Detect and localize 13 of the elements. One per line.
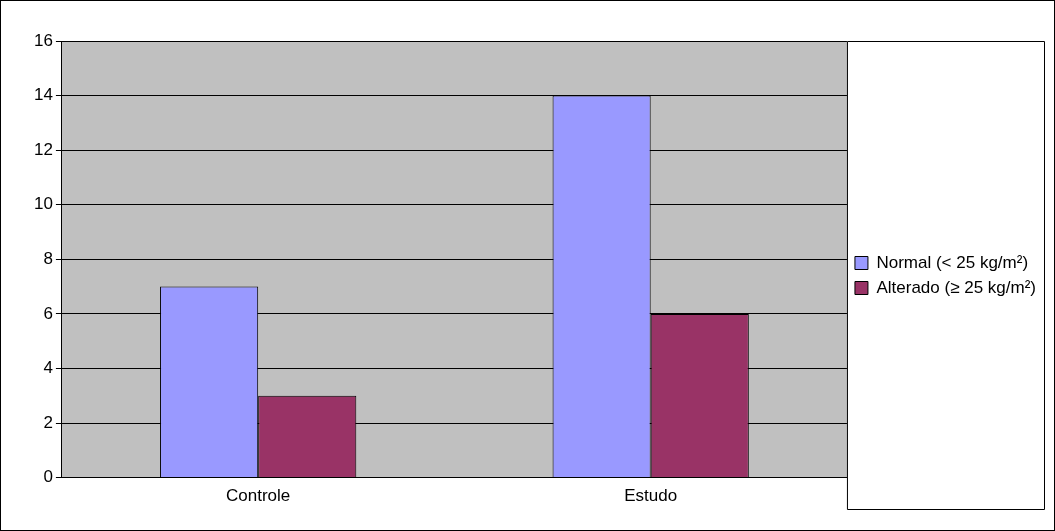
y-tick-label: 4 (43, 358, 53, 378)
x-tick-label: Controle (226, 486, 291, 506)
y-tick-label: 14 (33, 85, 53, 105)
y-tick-label: 10 (33, 194, 53, 214)
y-tick-label: 0 (43, 467, 53, 487)
y-tick-label: 2 (43, 412, 53, 432)
x-tick-label: Estudo (624, 486, 678, 506)
legend-label: Normal (< 25 kg/m²) (876, 252, 1029, 272)
y-tick-label: 12 (33, 139, 53, 159)
y-tick-label: 16 (33, 30, 53, 50)
y-tick-label: 6 (43, 303, 53, 323)
legend-label: Alterado (≥ 25 kg/m²) (876, 277, 1037, 297)
y-tick-label: 8 (43, 248, 53, 268)
